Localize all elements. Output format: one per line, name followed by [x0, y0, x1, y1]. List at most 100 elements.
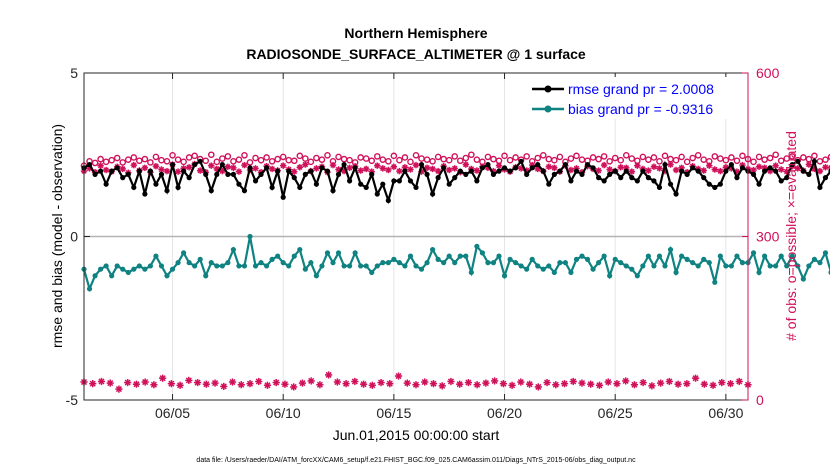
- obs-evaluated-point: [224, 163, 232, 170]
- obs-evaluated-point: [296, 164, 303, 171]
- obs-possible-point: [136, 157, 143, 165]
- obs-evaluated-point-d2: [717, 168, 724, 174]
- bias-point: [568, 269, 574, 276]
- obs-evaluated-point: [363, 165, 370, 173]
- obs-possible-point: [534, 154, 542, 162]
- bias-point: [341, 263, 347, 269]
- obs-evaluated-point-d2: [225, 163, 231, 170]
- obs-evaluated-low-point: [272, 378, 280, 387]
- x-tick-label-3: 06/20: [487, 405, 522, 421]
- bias-point: [468, 269, 474, 276]
- bias-point: [192, 263, 198, 269]
- obs-possible-point: [368, 157, 376, 165]
- bias-point: [557, 260, 563, 266]
- obs-evaluated-point-d2: [463, 161, 469, 168]
- rmse-point: [551, 171, 557, 177]
- rmse-point: [424, 171, 430, 177]
- obs-evaluated-point-d2: [103, 167, 109, 173]
- obs-evaluated-low-point-d2: [290, 383, 297, 390]
- obs-possible-point: [346, 156, 353, 164]
- obs-possible-point: [672, 156, 680, 164]
- rmse-point: [435, 175, 441, 181]
- obs-possible-point: [490, 155, 497, 163]
- obs-evaluated-low-point: [412, 381, 420, 389]
- bias-point: [98, 266, 104, 272]
- obs-possible-point: [606, 157, 613, 165]
- rmse-point: [330, 188, 336, 194]
- obs-evaluated-low-point: [709, 381, 717, 389]
- bias-point: [546, 263, 552, 269]
- obs-evaluated-point: [551, 164, 558, 172]
- obs-evaluated-low-point: [141, 378, 149, 386]
- obs-possible-point: [169, 151, 176, 159]
- obs-evaluated-low-point-d2: [622, 377, 629, 384]
- obs-evaluated-point-d2: [712, 166, 718, 173]
- obs-possible-point: [390, 152, 398, 160]
- rmse-point: [535, 161, 541, 168]
- obs-possible-point: [683, 158, 691, 166]
- rmse-point: [413, 184, 419, 191]
- obs-possible-point: [324, 151, 331, 159]
- bias-point: [479, 250, 485, 256]
- obs-evaluated-low-point-d2: [561, 380, 568, 387]
- obs-evaluated-low-point-d2: [465, 379, 472, 386]
- bias-point: [435, 256, 441, 262]
- bias-point: [645, 253, 652, 259]
- bias-point: [109, 273, 115, 279]
- bias-point: [822, 250, 829, 256]
- obs-possible-point: [755, 153, 763, 161]
- bias-point: [358, 263, 364, 269]
- obs-possible-point: [656, 157, 663, 165]
- bias-point: [291, 253, 297, 259]
- obs-evaluated-point: [545, 163, 552, 170]
- obs-evaluated-point: [794, 165, 801, 172]
- obs-evaluated-point-d2: [474, 167, 480, 174]
- obs-evaluated-low-point-d2: [386, 380, 393, 387]
- obs-evaluated-low-point-d2: [718, 379, 725, 386]
- obs-evaluated-point-d2: [153, 163, 159, 169]
- bias-point: [623, 263, 629, 269]
- obs-evaluated-low-point-d2: [631, 381, 638, 388]
- obs-possible-point: [307, 158, 315, 166]
- obs-evaluated-point: [407, 166, 414, 173]
- rmse-point: [109, 168, 115, 174]
- rmse-point: [518, 158, 524, 164]
- bias-point: [347, 263, 353, 269]
- obs-evaluated-low-point: [386, 380, 394, 388]
- obs-evaluated-point-d2: [380, 165, 386, 172]
- obs-evaluated-low-point-d2: [133, 381, 140, 388]
- obs-evaluated-low-point-d2: [500, 380, 507, 387]
- y-axis-right-label: # of obs: o=possible; ×=evaluated: [783, 131, 799, 341]
- obs-evaluated-low-point: [298, 379, 307, 387]
- obs-evaluated-low-point: [211, 379, 219, 387]
- rmse-point: [103, 181, 109, 187]
- rmse-point: [280, 194, 286, 200]
- rmse-point: [363, 184, 369, 191]
- bias-point: [463, 253, 469, 259]
- rmse-point: [352, 165, 358, 171]
- obs-evaluated-point: [390, 163, 398, 170]
- rmse-point: [374, 191, 380, 197]
- obs-evaluated-point-d2: [795, 165, 801, 172]
- obs-evaluated-low-point: [351, 377, 359, 386]
- obs-evaluated-low-point-d2: [526, 381, 533, 388]
- obs-evaluated-point: [174, 168, 182, 175]
- obs-evaluated-point: [816, 167, 824, 175]
- obs-evaluated-low-point: [202, 380, 210, 388]
- bias-point: [756, 269, 762, 276]
- rmse-point: [529, 165, 535, 171]
- obs-evaluated-low-point: [587, 380, 595, 388]
- obs-evaluated-low-point-d2: [570, 378, 577, 385]
- rmse-point: [181, 168, 187, 174]
- rmse-point: [175, 184, 181, 191]
- obs-possible-point: [412, 151, 420, 159]
- obs-evaluated-low-point: [132, 380, 141, 388]
- obs-possible-point: [462, 154, 470, 162]
- obs-evaluated-point: [119, 165, 126, 173]
- obs-evaluated-low-point: [482, 379, 490, 387]
- obs-possible-point: [501, 152, 508, 160]
- obs-evaluated-low-point-d2: [509, 382, 516, 389]
- obs-evaluated-point-d2: [346, 165, 353, 171]
- obs-evaluated-point: [163, 167, 171, 175]
